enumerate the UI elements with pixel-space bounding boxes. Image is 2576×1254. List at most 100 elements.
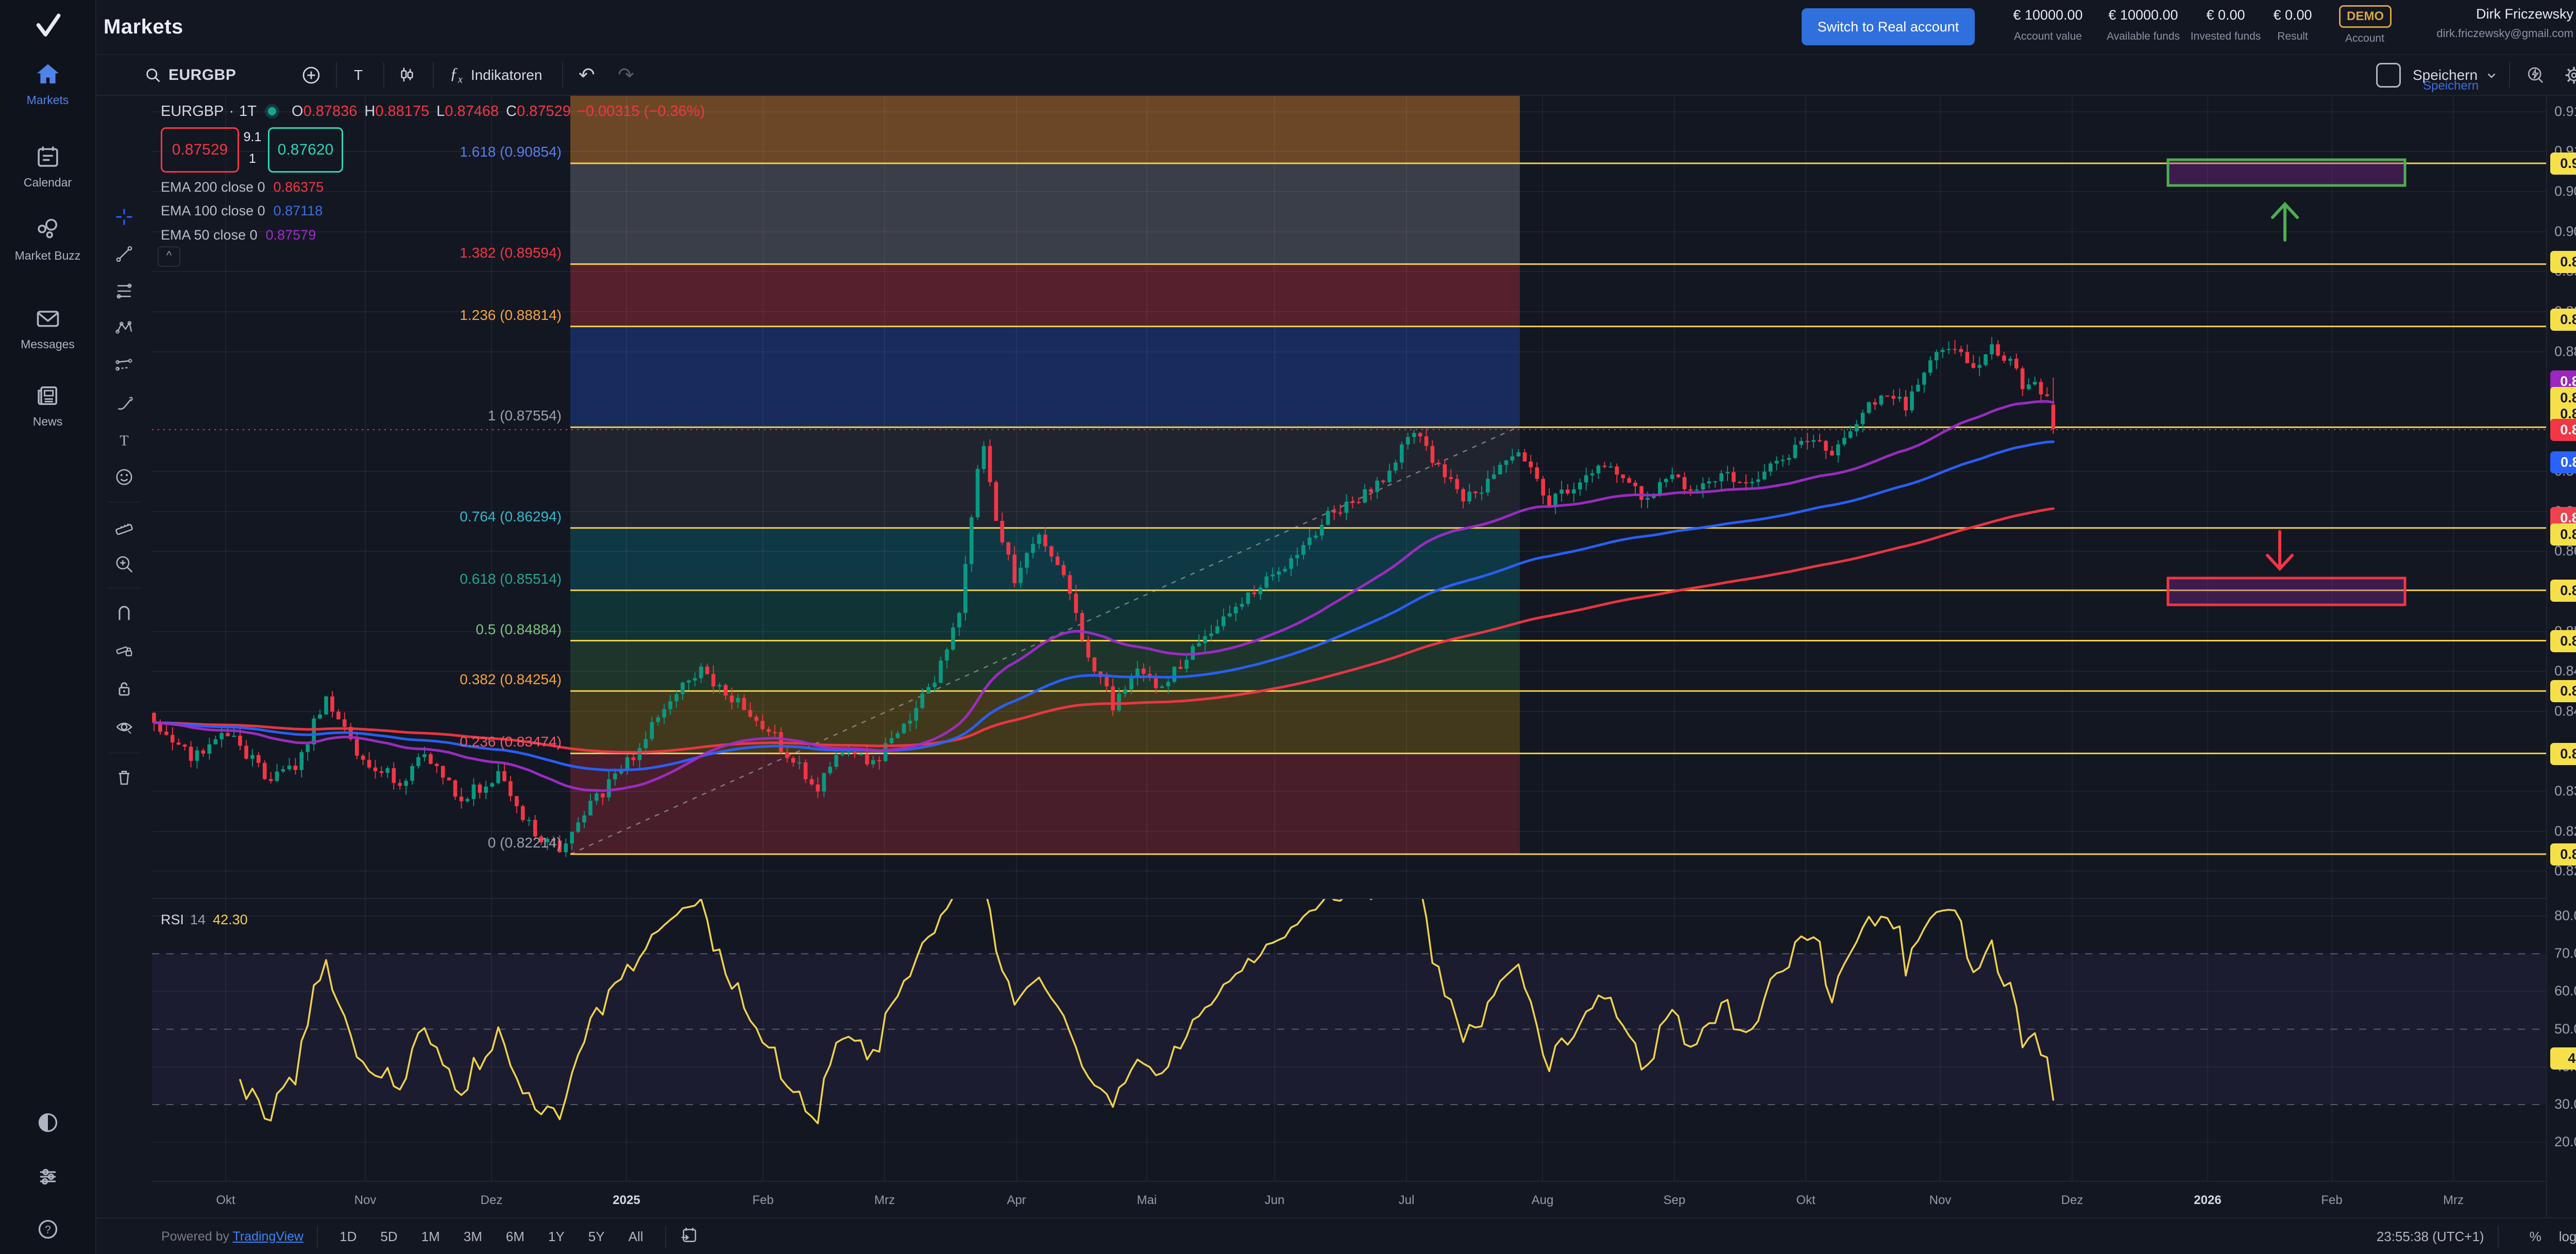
time-axis[interactable]: Okt Nov Dez 2025 Feb Mrz Apr Mai Jun Jul Aug Sep Okt… — [152, 1181, 2546, 1218]
layout-select-button[interactable] — [2376, 55, 2401, 95]
brand-logo[interactable] — [0, 7, 95, 48]
scale-button-log[interactable]: log — [2558, 1229, 2576, 1244]
sidebar-sliders-button[interactable] — [0, 1164, 95, 1195]
compare-add-button[interactable] — [301, 55, 321, 95]
price-badge: 0.87529 — [2550, 419, 2576, 441]
magnet-tool[interactable] — [115, 605, 133, 624]
undo-icon: ↶ — [579, 64, 595, 86]
scale-buttons: %logauto — [2512, 1229, 2576, 1245]
fib-label: 1.618 (0.90854) — [460, 144, 562, 160]
ruler-tool[interactable] — [115, 516, 133, 535]
sidebar-item-market-buzz[interactable]: Market Buzz — [0, 216, 95, 263]
position-target-box[interactable]: 0.87620 — [268, 127, 343, 173]
chart-style-button[interactable] — [398, 55, 416, 95]
undo-button[interactable]: ↶ — [579, 55, 595, 95]
hide-drawings-tool[interactable] — [115, 718, 133, 736]
contrast-icon — [38, 1113, 57, 1132]
calendar-arrow-icon — [681, 1228, 696, 1242]
rsi-tick: 30.00 — [2554, 1096, 2576, 1112]
rsi-legend[interactable]: RSI 14 42.30 — [161, 912, 248, 928]
lock-tool[interactable] — [115, 679, 133, 698]
trash-tool[interactable] — [115, 768, 133, 787]
range-button-3m[interactable]: 3M — [463, 1229, 482, 1244]
text-tool[interactable]: T — [115, 431, 133, 449]
interval-button[interactable]: T — [354, 66, 363, 83]
fib-label: 1.382 (0.89594) — [460, 244, 562, 261]
crosshair-icon — [116, 209, 132, 225]
crosshair-tool[interactable] — [115, 208, 133, 226]
switch-to-real-button[interactable]: Switch to Real account — [1802, 8, 1975, 45]
sidebar-contrast-button[interactable] — [0, 1110, 95, 1141]
user-name: Dirk Friczewsky — [2476, 6, 2573, 22]
price-chart[interactable] — [152, 95, 2546, 898]
price-badge: 0.88814 — [2550, 309, 2576, 331]
tradingview-link[interactable]: TradingView — [232, 1229, 304, 1244]
quick-search-button[interactable] — [2526, 55, 2545, 95]
legend-ohlc: O0.87836 H0.88175 L0.87468 C0.87529 — [292, 103, 571, 120]
time-label: Mrz — [874, 1193, 895, 1207]
sidebar-item-news[interactable]: News — [0, 382, 95, 429]
range-button-5d[interactable]: 5D — [380, 1229, 398, 1244]
ema-legend-row[interactable]: EMA 50 close 0 0.87579 — [161, 227, 316, 243]
range-button-all[interactable]: All — [628, 1229, 643, 1244]
projection-tool[interactable] — [115, 355, 133, 374]
emoji-tool[interactable] — [115, 468, 133, 486]
rsi-value: 42.30 — [213, 912, 248, 927]
indicators-button[interactable]: ƒx Indikatoren — [450, 55, 542, 95]
symbol-search[interactable]: EURGBP — [145, 55, 236, 95]
range-button-5y[interactable]: 5Y — [588, 1229, 605, 1244]
chart-legend[interactable]: EURGBP · 1T O0.87836 H0.88175 L0.87468 C0.8752… — [161, 103, 705, 120]
legend-change: −0.00315 (−0.36%) — [577, 103, 705, 120]
powered-by: Powered by TradingView — [161, 1229, 304, 1244]
chart-settings-button[interactable] — [2564, 55, 2576, 95]
sidebar-item-messages[interactable]: Messages — [0, 305, 95, 351]
layout-square-icon — [2376, 62, 2401, 88]
time-label: Feb — [2321, 1193, 2343, 1207]
user-info[interactable]: Dirk Friczewsky dirk.friczewsky@gmail.co… — [2424, 6, 2573, 40]
page-title: Markets — [104, 15, 183, 38]
symbol-label: EURGBP — [168, 66, 236, 83]
range-button-1y[interactable]: 1Y — [548, 1229, 565, 1244]
position-entry-box[interactable]: 0.87529 — [161, 127, 239, 173]
sidebar-help-button[interactable]: ? — [0, 1217, 95, 1248]
fib-label: 0.618 (0.85514) — [460, 570, 562, 587]
ema-legend-row[interactable]: EMA 100 close 0 0.87118 — [161, 203, 323, 218]
go-to-date-button[interactable] — [680, 1226, 698, 1247]
lock-icon — [118, 682, 130, 696]
time-label: Dez — [2061, 1193, 2083, 1207]
chevron-down-icon — [2487, 73, 2496, 78]
redo-button[interactable]: ↷ — [618, 55, 634, 95]
collapse-indicators-button[interactable]: ^ — [158, 246, 180, 267]
ruler-icon — [115, 523, 133, 535]
fib-label: 1.236 (0.88814) — [460, 307, 562, 323]
range-button-1m[interactable]: 1M — [421, 1229, 440, 1244]
lightning-search-icon — [2528, 67, 2544, 83]
account-stat: € 10000.00 Account value — [2013, 7, 2083, 42]
drawing-mode-icon — [116, 646, 132, 656]
price-axis[interactable]: 0.915000.910000.905000.900000.895000.890… — [2546, 95, 2576, 1217]
ema-legend-row[interactable]: EMA 200 close 0 0.86375 — [161, 179, 324, 195]
save-layout-button[interactable]: Speichern — [2413, 55, 2498, 95]
pane-divider[interactable] — [152, 898, 2546, 899]
trend-line-tool[interactable] — [115, 245, 133, 263]
demo-badge: DEMO — [2339, 5, 2392, 28]
clock[interactable]: 23:55:38 (UTC+1) — [2376, 1229, 2484, 1244]
time-label: Mai — [1137, 1193, 1157, 1207]
scale-button-%[interactable]: % — [2529, 1229, 2541, 1244]
brush-tool[interactable] — [115, 394, 133, 413]
range-button-1d[interactable]: 1D — [340, 1229, 357, 1244]
rsi-tick: 20.00 — [2554, 1134, 2576, 1150]
sidebar-item-markets[interactable]: Markets — [0, 61, 95, 107]
rsi-tick: 60.00 — [2554, 983, 2576, 999]
time-label: Nov — [354, 1193, 377, 1207]
zoom-in-tool[interactable] — [115, 555, 133, 573]
time-label: Jul — [1398, 1193, 1415, 1207]
pattern-tool[interactable] — [115, 318, 133, 337]
gear-icon — [2565, 66, 2576, 83]
fib-retracement-tool[interactable] — [115, 282, 133, 300]
bottom-bar: Powered by TradingView 1D 5D 1M 3M 6M 1Y 5Y All… — [95, 1217, 2576, 1254]
drawing-mode-tool[interactable] — [115, 640, 133, 659]
range-button-6m[interactable]: 6M — [505, 1229, 524, 1244]
sidebar-item-calendar[interactable]: Calendar — [0, 143, 95, 190]
rsi-chart[interactable] — [152, 899, 2546, 1181]
